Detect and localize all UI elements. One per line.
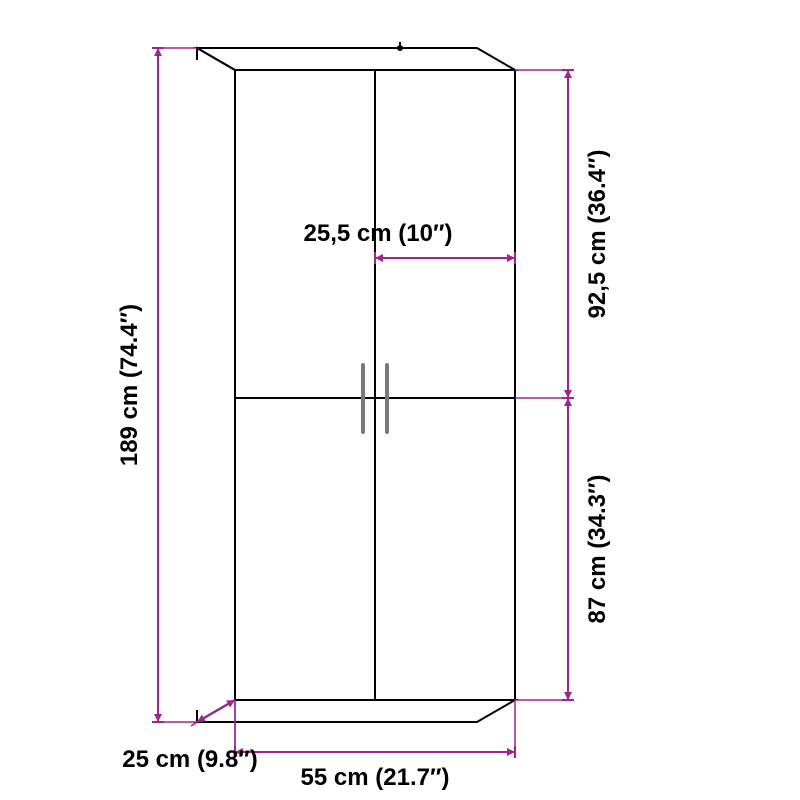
cabinet-side-edges bbox=[197, 48, 235, 722]
label-lower-height: 87 cm (34.3″) bbox=[585, 475, 611, 624]
label-door-width: 25,5 cm (10″) bbox=[304, 221, 453, 247]
label-total-height: 189 cm (74.4″) bbox=[117, 304, 143, 466]
label-total-width: 55 cm (21.7″) bbox=[301, 765, 450, 791]
label-depth: 25 cm (9.8″) bbox=[122, 747, 258, 773]
cabinet-bottom-face bbox=[197, 700, 515, 722]
cabinet-top-face bbox=[197, 48, 515, 70]
dim-depth bbox=[197, 700, 235, 722]
label-upper-height: 92,5 cm (36.4″) bbox=[585, 150, 611, 319]
